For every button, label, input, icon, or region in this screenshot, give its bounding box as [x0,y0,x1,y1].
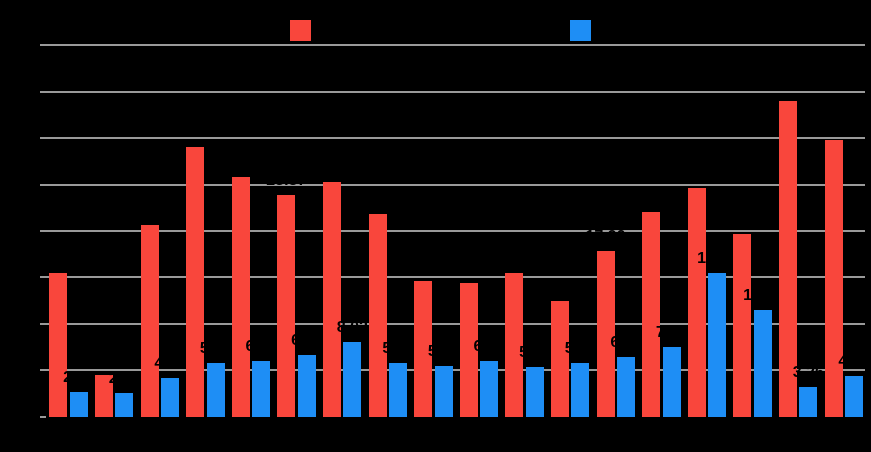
red-bar[interactable] [94,374,113,417]
axis-tick [40,322,46,325]
gridline [46,90,865,93]
red-bar-annotation: 29.82 [813,116,854,134]
red-bar[interactable] [778,100,797,417]
blue-bar[interactable] [206,363,225,417]
legend-item-series1 [290,20,319,41]
red-bar-annotation: 21.86 [357,190,398,208]
red-bar-annotation: 15.43 [494,250,535,268]
red-bar[interactable] [368,213,387,417]
red-bar[interactable] [186,147,205,417]
blue-bar[interactable] [844,375,863,417]
red-bar-annotation: 25.23 [311,159,352,177]
blue-bar-annotation: 4.41 [838,352,870,370]
gridline [46,183,865,186]
axis-tick [40,230,46,233]
axis-tick [40,44,46,47]
axis-tick [40,90,46,93]
blue-bar-annotation: 4.23 [154,354,186,372]
blue-bar-annotation: 15.46 [697,250,738,268]
blue-bar-annotation: 3.26 [792,363,824,381]
legend-swatch-blue [570,20,591,41]
blue-bar[interactable] [799,386,818,417]
red-bar-annotation: 12.49 [539,277,580,295]
red-bar[interactable] [140,225,159,417]
axis-tick [40,276,46,279]
blue-bar[interactable] [297,354,316,417]
blue-bar[interactable] [753,310,772,417]
gridline [46,230,865,233]
red-bar[interactable] [277,195,296,417]
blue-bar-annotation: 6.45 [610,333,642,351]
red-bar-annotation: 23.87 [266,172,307,190]
blue-bar[interactable] [662,347,681,417]
red-bar-annotation: 17.90 [585,227,626,245]
blue-bar-annotation: 2.68 [63,368,95,386]
red-bar-annotation: 20.64 [129,202,170,220]
red-bar-annotation: 29.04 [175,124,216,142]
legend-item-series2 [570,20,599,41]
blue-bar-annotation: 2.55 [108,370,140,388]
gridline [46,44,865,47]
red-bar-annotation: 14.64 [403,257,444,275]
gridline [46,322,865,325]
blue-bar[interactable] [115,393,134,417]
axis-tick [40,137,46,140]
red-bar[interactable] [414,280,433,417]
red-bar-annotation: 19.65 [722,211,763,229]
gridline [46,137,865,140]
red-bar-annotation: 14.46 [448,259,489,277]
blue-bar[interactable] [708,273,727,417]
blue-bar-annotation: 6.67 [291,331,323,349]
red-bar[interactable] [824,139,843,417]
blue-bar[interactable] [69,391,88,417]
blue-bar[interactable] [480,360,499,417]
blue-bar-annotation: 5.76 [199,340,232,358]
red-bar[interactable] [687,187,706,417]
blue-bar[interactable] [252,360,271,417]
red-bar[interactable] [596,250,615,417]
axis-tick [40,183,46,186]
red-bar-annotation: 4.52 [88,351,120,369]
blue-bar-annotation: 11.47 [743,287,783,305]
red-bar-annotation: 34.02 [767,77,808,95]
red-bar[interactable] [322,182,341,417]
blue-bar[interactable] [388,363,407,417]
red-bar[interactable] [459,282,478,417]
red-bar-annotation: 15.52 [38,249,79,267]
blue-bar[interactable] [571,362,590,417]
blue-bar-annotation: 5.49 [427,342,460,360]
blue-bar[interactable] [525,366,544,417]
blue-bar-annotation: 5.38 [519,343,551,361]
red-bar[interactable] [505,273,524,417]
legend-swatch-red [290,20,311,41]
red-bar[interactable] [550,300,569,417]
blue-bar-annotation: 6.04 [245,337,277,355]
blue-bar[interactable] [434,365,453,417]
blue-bar-annotation: 8.02 [336,319,368,337]
red-bar[interactable] [49,272,68,417]
red-bar[interactable] [733,234,752,417]
gridline [46,276,865,279]
blue-bar-annotation: 6.01 [473,337,505,355]
gridline [46,369,865,372]
red-bar-annotation: 25.81 [220,154,261,172]
blue-bar[interactable] [160,377,179,417]
blue-bar-annotation: 5.81 [564,339,596,357]
blue-bar-annotation: 7.47 [655,324,688,342]
blue-bar[interactable] [343,342,362,417]
red-bar-annotation: 24.66 [676,164,717,182]
red-bar-annotation: 22.07 [631,188,672,206]
axis-tick [40,369,46,372]
red-bar[interactable] [642,211,661,417]
axis-tick [40,415,46,418]
blue-bar[interactable] [616,356,635,417]
blue-bar-annotation: 5.74 [382,340,414,358]
red-bar[interactable] [231,177,250,417]
